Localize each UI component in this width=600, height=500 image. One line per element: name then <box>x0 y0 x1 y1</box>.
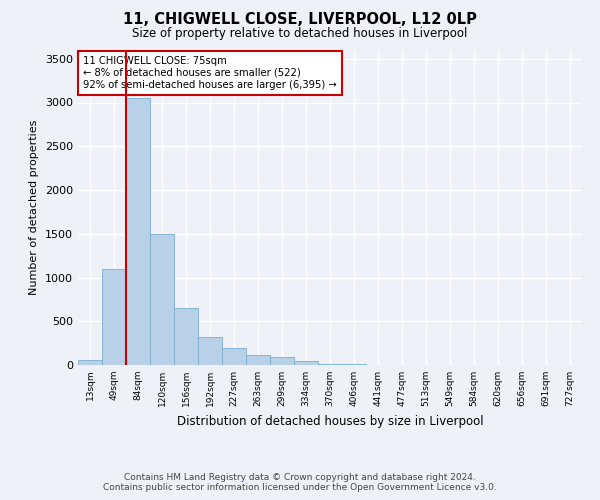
Bar <box>126 98 150 365</box>
Bar <box>102 269 126 365</box>
Bar <box>246 356 270 365</box>
Bar <box>198 336 222 365</box>
Bar <box>150 234 174 365</box>
Bar <box>174 308 198 365</box>
Bar <box>342 364 366 365</box>
X-axis label: Distribution of detached houses by size in Liverpool: Distribution of detached houses by size … <box>176 414 484 428</box>
Bar <box>318 364 342 365</box>
Bar <box>270 357 294 365</box>
Text: 11 CHIGWELL CLOSE: 75sqm
← 8% of detached houses are smaller (522)
92% of semi-d: 11 CHIGWELL CLOSE: 75sqm ← 8% of detache… <box>83 56 337 90</box>
Bar <box>222 348 246 365</box>
Bar <box>294 362 318 365</box>
Text: Size of property relative to detached houses in Liverpool: Size of property relative to detached ho… <box>133 28 467 40</box>
Text: 11, CHIGWELL CLOSE, LIVERPOOL, L12 0LP: 11, CHIGWELL CLOSE, LIVERPOOL, L12 0LP <box>123 12 477 28</box>
Y-axis label: Number of detached properties: Number of detached properties <box>29 120 40 295</box>
Text: Contains HM Land Registry data © Crown copyright and database right 2024.
Contai: Contains HM Land Registry data © Crown c… <box>103 473 497 492</box>
Bar <box>78 360 102 365</box>
